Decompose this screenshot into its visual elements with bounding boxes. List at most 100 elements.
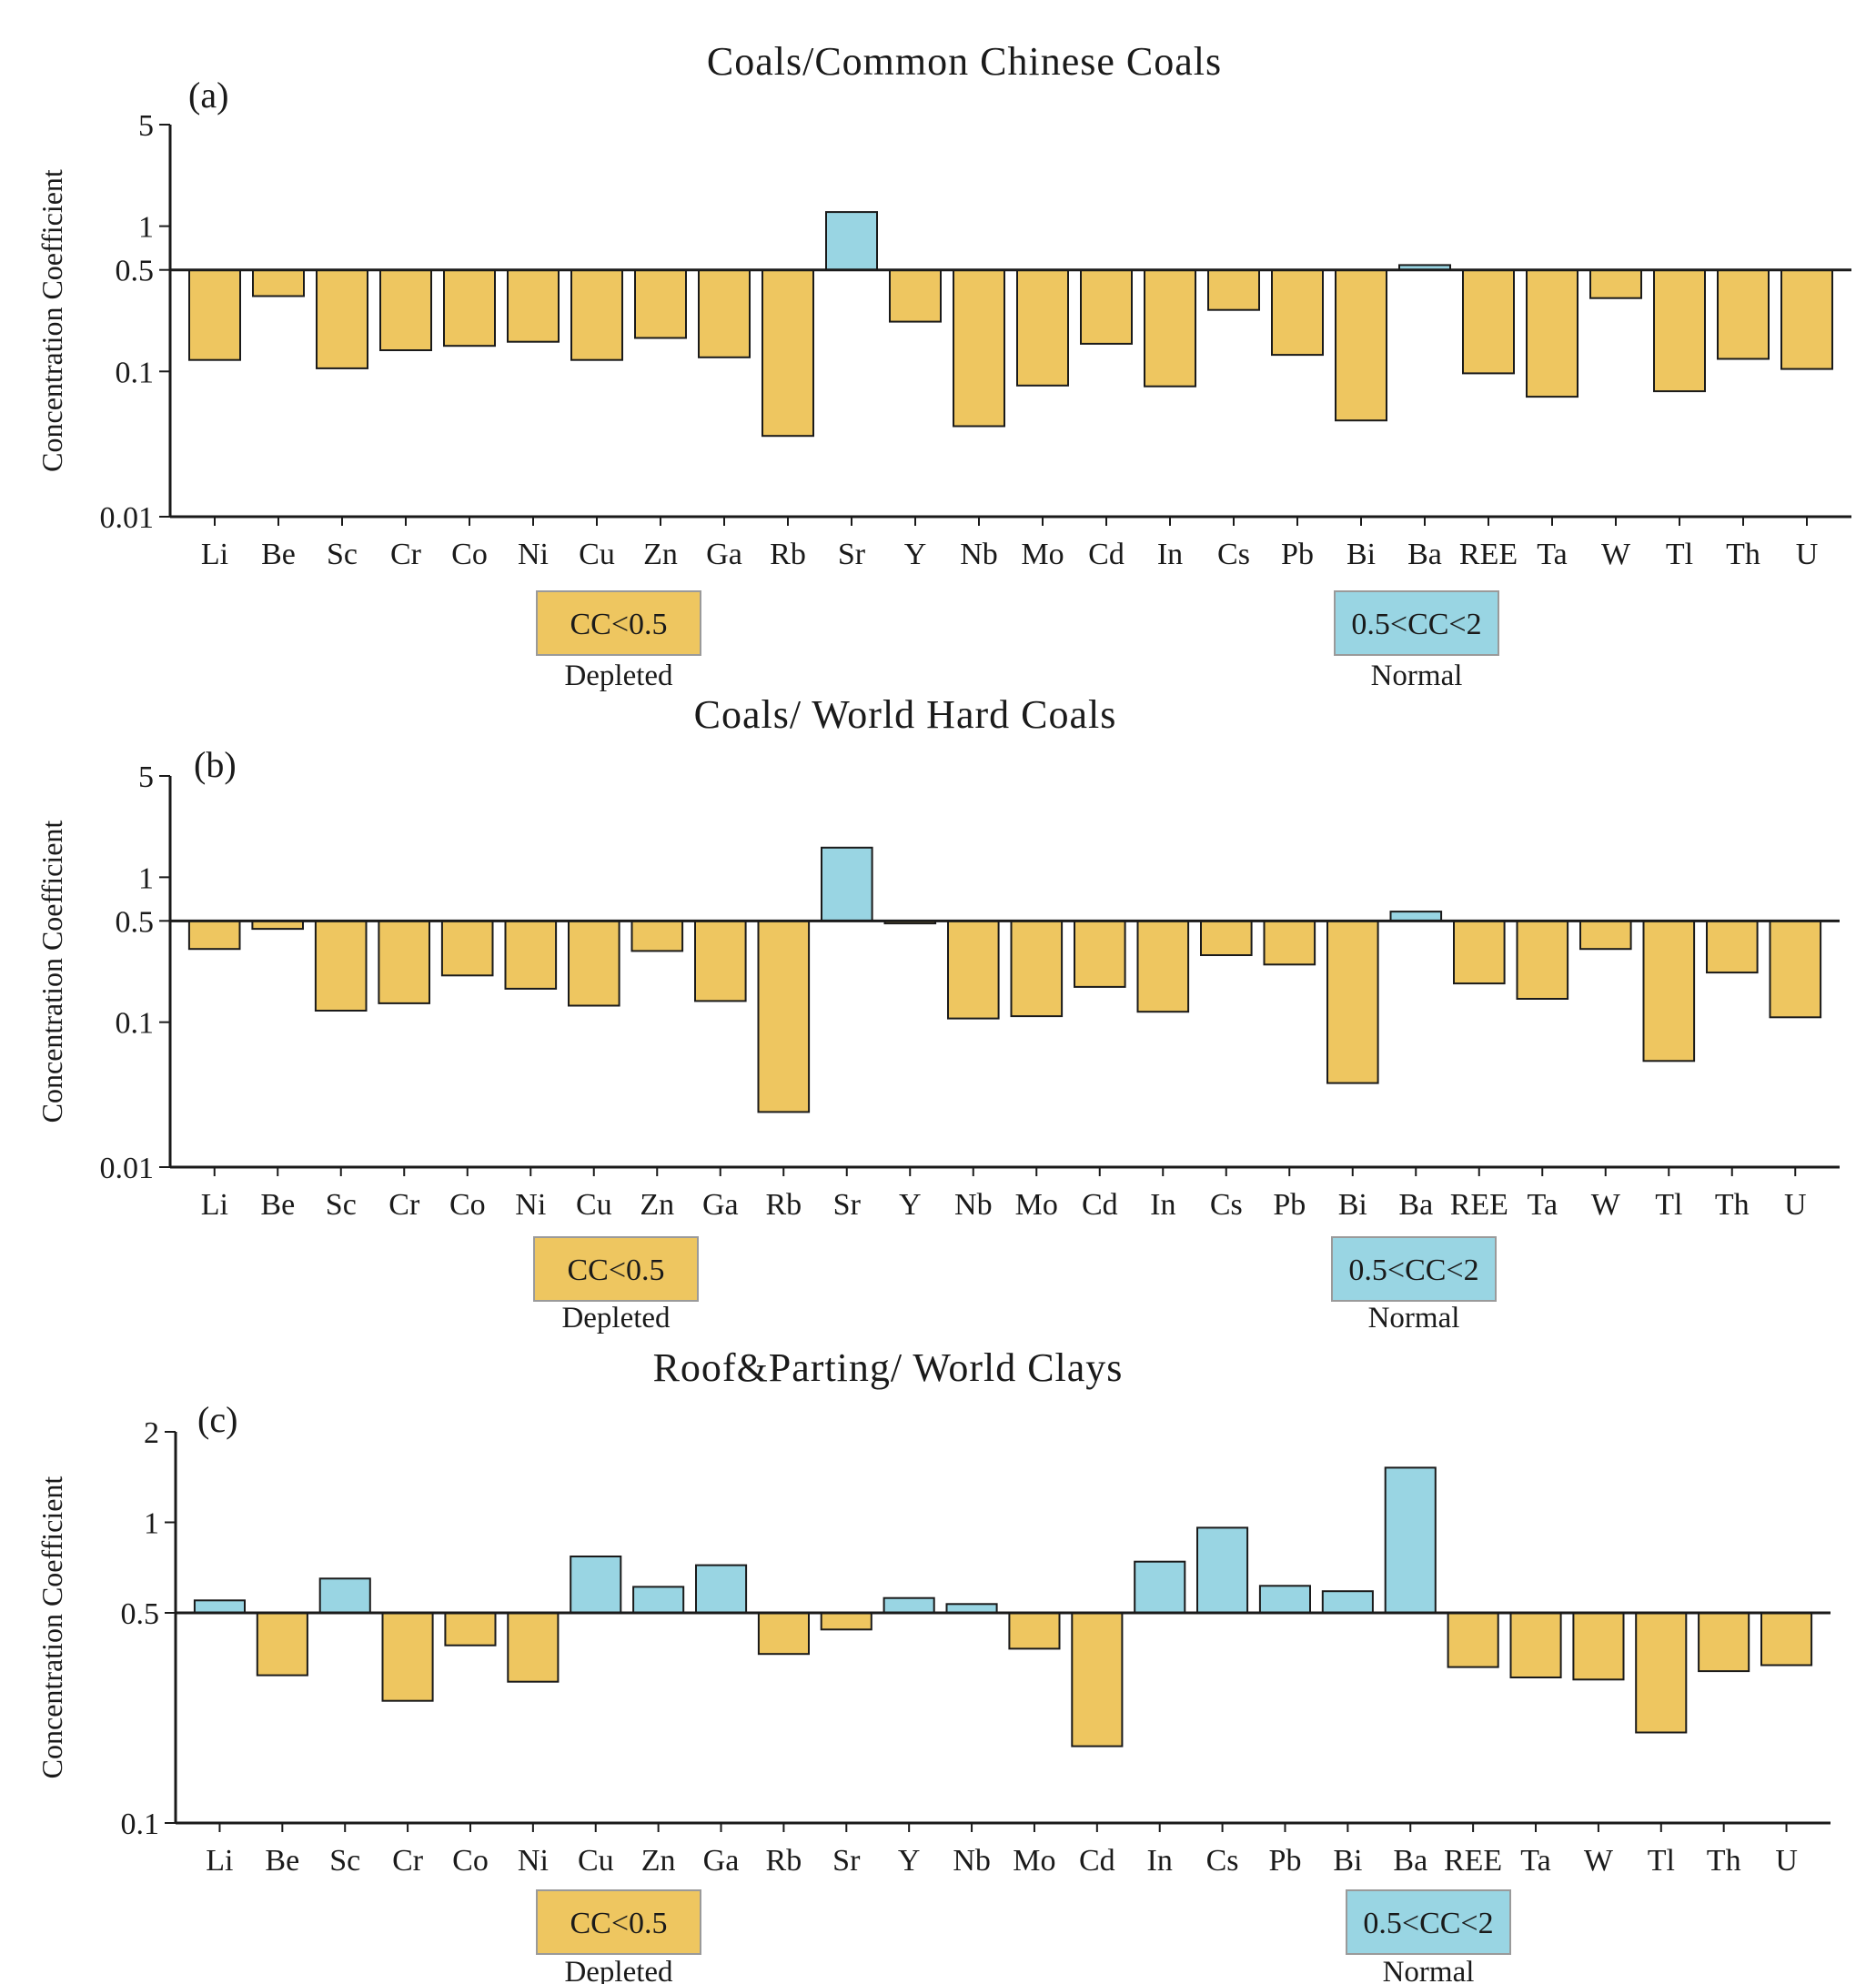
x-tick-label: Cs <box>1206 1844 1239 1878</box>
legend-label: CC<0.5 <box>570 608 667 641</box>
legend-label: 0.5<CC<2 <box>1363 1907 1493 1940</box>
bar-Ni <box>507 1612 560 1683</box>
bar-Cd <box>1074 920 1126 988</box>
x-tick-label: Y <box>899 1188 922 1222</box>
x-tick-label: Ta <box>1528 1188 1558 1222</box>
x-tick-label: Co <box>449 1188 486 1222</box>
y-tick-label: 5 <box>138 109 154 143</box>
x-tick-label: Mo <box>1013 1844 1055 1878</box>
x-tick-label: Zn <box>643 538 678 571</box>
x-tick-label: Pb <box>1281 538 1314 571</box>
y-tick-label: 0.5 <box>116 905 155 939</box>
y-tick-label: 1 <box>144 1506 159 1540</box>
bar-Ga <box>695 1564 748 1614</box>
x-tick-label: Bi <box>1333 1844 1362 1878</box>
x-tick-label: Zn <box>641 1844 676 1878</box>
bar-Rb <box>761 268 814 438</box>
bar-Pb <box>1271 268 1324 357</box>
legend-item-depleted: CC<0.5 Depleted <box>536 1889 701 1984</box>
x-tick-label: Ta <box>1520 1844 1551 1878</box>
y-tick-label: 0.5 <box>116 255 155 288</box>
bar-Bi <box>1335 268 1387 422</box>
bar-Zn <box>630 920 684 952</box>
panel-label: (c) <box>197 1399 237 1440</box>
x-tick-label: Co <box>452 1844 489 1878</box>
chart-panel-a: Coals/Common Chinese Coals (a) Concentrati… <box>35 39 1851 692</box>
y-tick-label: 0.01 <box>100 1152 155 1185</box>
x-tick-label: W <box>1584 1844 1614 1878</box>
x-tick-label: Mo <box>1015 1188 1058 1222</box>
bar-Tl <box>1642 920 1696 1062</box>
bar-Ta <box>1509 1612 1562 1678</box>
x-tick-label: Sc <box>326 1188 357 1222</box>
chart-title: Coals/ World Hard Coals <box>694 692 1117 737</box>
bar-Be <box>252 268 305 297</box>
bar-Li <box>193 1599 246 1615</box>
legend-label: 0.5<CC<2 <box>1348 1254 1478 1287</box>
x-tick-label: Rb <box>766 1844 802 1878</box>
y-tick-label: 2 <box>144 1416 159 1450</box>
legend-swatch <box>533 1236 699 1302</box>
x-tick-label: U <box>1796 538 1819 571</box>
x-tick-label: Rb <box>765 1188 802 1222</box>
x-tick-label: Ga <box>703 1844 740 1878</box>
x-tick-label: Tl <box>1666 538 1693 571</box>
x-tick-label: Y <box>898 1844 921 1878</box>
x-tick-label: Sr <box>838 538 866 571</box>
bar-In <box>1134 1560 1186 1614</box>
x-tick-label: Li <box>206 1844 233 1878</box>
x-tick-label: REE <box>1459 538 1518 571</box>
legend-caption: Normal <box>1368 1302 1460 1334</box>
bar-Pb <box>1263 920 1316 966</box>
x-tick-label: Ni <box>515 1188 546 1222</box>
x-tick-label: Cd <box>1079 1844 1115 1878</box>
bar-Th <box>1717 268 1770 360</box>
bar-Zn <box>632 1586 685 1614</box>
bar-Th <box>1698 1612 1750 1673</box>
y-axis-label: Concentration Coefficient <box>35 169 68 472</box>
x-tick-label: Tl <box>1648 1844 1675 1878</box>
chart-panel-b: Coals/ World Hard Coals (b) Concentration … <box>35 692 1840 1334</box>
legend-caption: Normal <box>1371 660 1463 692</box>
bar-Li <box>188 268 241 361</box>
x-tick-label: Sr <box>832 1844 861 1878</box>
x-tick-label: In <box>1147 1844 1173 1878</box>
x-tick-label: Be <box>261 538 296 571</box>
bar-Y <box>889 268 942 323</box>
legend-item-normal: 0.5<CC<2 Normal <box>1334 590 1499 692</box>
bar-W <box>1572 1612 1625 1681</box>
x-tick-label: Th <box>1726 538 1760 571</box>
bar-REE <box>1447 1612 1499 1668</box>
x-tick-label: Sc <box>327 538 358 571</box>
bar-Ni <box>507 268 560 343</box>
x-tick-label: Y <box>904 538 927 571</box>
bar-Sc <box>316 268 368 369</box>
bar-In <box>1136 920 1190 1013</box>
x-tick-label: Li <box>201 538 228 571</box>
bar-Sr <box>820 1612 872 1631</box>
x-tick-label: W <box>1591 1188 1621 1222</box>
x-tick-label: Tl <box>1655 1188 1682 1222</box>
legend-swatch <box>536 1889 701 1955</box>
legend-swatch <box>1346 1889 1511 1955</box>
bar-Rb <box>757 1612 811 1656</box>
bar-Mo <box>1016 268 1069 387</box>
y-tick-label: 1 <box>138 211 154 245</box>
x-tick-label: Mo <box>1021 538 1064 571</box>
x-tick-label: Th <box>1707 1844 1741 1878</box>
x-tick-label: Bi <box>1346 538 1376 571</box>
bar-Cs <box>1196 1526 1249 1615</box>
x-tick-label: Cr <box>392 1844 424 1878</box>
bar-Nb <box>953 268 1005 428</box>
bar-Ta <box>1516 920 1569 1000</box>
bar-Mo <box>1008 1612 1061 1650</box>
bar-Mo <box>1010 920 1064 1018</box>
bar-Tl <box>1635 1612 1688 1734</box>
bar-Ta <box>1526 268 1578 398</box>
x-tick-label: U <box>1775 1844 1798 1878</box>
bar-Cu <box>570 1556 622 1614</box>
bar-W <box>1589 268 1642 299</box>
bar-Be <box>256 1612 308 1677</box>
chart-title: Coals/Common Chinese Coals <box>707 39 1222 84</box>
